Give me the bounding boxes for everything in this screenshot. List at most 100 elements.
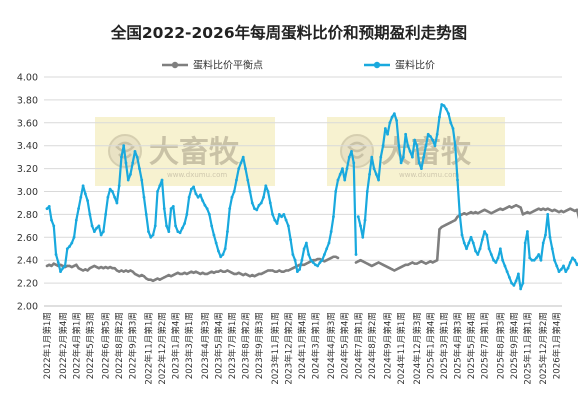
data-point (530, 258, 534, 262)
x-tick-label: 2025年11月第1周 (521, 312, 533, 385)
data-point (142, 275, 146, 278)
data-point (433, 260, 437, 263)
data-point (338, 172, 342, 176)
data-point (544, 233, 547, 237)
data-point (343, 178, 347, 182)
data-point (566, 266, 570, 270)
data-point (48, 263, 51, 266)
data-point (566, 208, 570, 212)
data-point (287, 269, 290, 272)
data-point (278, 269, 281, 272)
data-point (246, 178, 250, 182)
data-point (194, 192, 198, 196)
data-point (196, 195, 200, 199)
data-point (395, 119, 399, 122)
x-tick-label: 2024年7月第1周 (352, 312, 364, 379)
data-point (237, 167, 241, 171)
data-point (492, 210, 495, 214)
data-point (523, 241, 527, 245)
data-point (97, 224, 101, 228)
data-point (523, 212, 527, 215)
data-point (560, 209, 563, 213)
data-point (372, 167, 376, 171)
x-tick-label: 2024年1月第4周 (296, 312, 308, 379)
data-point (474, 249, 477, 253)
x-tick-label: 2022年1月第1周 (41, 312, 53, 379)
data-point (521, 213, 525, 216)
legend: 蛋料比价平衡点 蛋料比价 (162, 59, 435, 72)
data-point (535, 208, 538, 212)
data-point (260, 272, 263, 276)
data-point (70, 241, 74, 245)
data-point (88, 267, 92, 270)
data-point (357, 260, 360, 263)
data-point (485, 233, 489, 237)
data-point (411, 261, 414, 264)
data-point (210, 224, 214, 228)
data-point (383, 127, 387, 130)
data-point (458, 213, 462, 216)
y-tick-label: 2.20 (17, 279, 38, 290)
data-point (115, 269, 119, 272)
data-point (61, 266, 65, 270)
data-point (266, 190, 270, 193)
data-point (282, 270, 286, 273)
data-point (320, 258, 324, 262)
data-point (95, 265, 98, 269)
data-point (111, 190, 114, 193)
data-point (169, 207, 173, 211)
data-point (424, 144, 428, 148)
data-point (165, 224, 168, 228)
data-point (397, 267, 401, 270)
data-point (424, 262, 428, 265)
data-point (304, 241, 308, 245)
data-point (544, 208, 547, 212)
data-point (255, 208, 259, 212)
data-point (327, 257, 331, 261)
data-point (154, 278, 157, 281)
data-point (474, 210, 477, 214)
data-point (571, 256, 574, 260)
data-point (255, 273, 258, 277)
data-point (341, 167, 344, 171)
data-point (144, 213, 148, 216)
data-point (142, 195, 146, 199)
data-point (111, 267, 114, 270)
data-point (86, 199, 89, 203)
data-point (379, 155, 383, 159)
data-point (163, 276, 166, 279)
data-point (126, 270, 130, 273)
data-point (494, 261, 498, 264)
data-point (564, 270, 568, 274)
watermark-site: www.dxumu.com (167, 171, 227, 179)
data-point (347, 155, 351, 159)
data-point (505, 206, 509, 209)
watermark-logo-left: 大畜牧 www.dxumu.com (108, 134, 240, 179)
data-point (334, 190, 338, 193)
data-point (185, 213, 189, 216)
data-point (404, 263, 407, 266)
data-point (280, 270, 283, 273)
data-point (248, 275, 252, 278)
data-point (239, 161, 243, 165)
data-point (564, 209, 567, 213)
data-point (47, 204, 51, 208)
data-point (253, 275, 256, 278)
data-point (291, 253, 295, 256)
data-point (433, 144, 437, 148)
data-point (323, 260, 326, 263)
data-point (539, 258, 543, 262)
data-point (569, 207, 572, 210)
data-point (499, 207, 502, 210)
data-point (546, 207, 549, 210)
data-point (551, 209, 554, 213)
data-point (542, 207, 545, 210)
data-point (189, 187, 193, 191)
data-point (201, 199, 205, 203)
data-point (151, 233, 155, 237)
data-point (68, 264, 71, 268)
data-point (147, 230, 150, 233)
data-point (456, 215, 459, 218)
data-point (399, 161, 403, 165)
